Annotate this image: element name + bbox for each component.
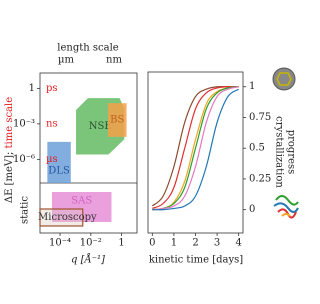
x-tick-label: 3 <box>214 238 220 249</box>
y-label-part: time scale <box>4 97 15 149</box>
top-unit: µm <box>58 55 74 66</box>
time-label: ns <box>46 118 58 129</box>
x-tick-label: 10⁻² <box>80 238 102 249</box>
region-label: BS <box>110 115 124 126</box>
y-tick-label: 10⁻³ <box>13 118 35 129</box>
y-tick-label: 1 <box>29 83 35 94</box>
y-tick-label: 0.5 <box>249 143 265 154</box>
region-label: NSE <box>89 121 112 132</box>
x-axis-label: kinetic time [days] <box>149 255 243 266</box>
x-tick-label: 1 <box>118 238 124 249</box>
region-label: SAS <box>71 196 92 207</box>
x-tick-label: 0 <box>149 238 155 249</box>
static-label: static <box>20 196 31 224</box>
region-label: DLS <box>48 166 70 177</box>
x-axis-label: q [Å⁻¹] <box>71 254 105 266</box>
protein-icon <box>273 195 299 219</box>
x-tick-label: 2 <box>192 238 198 249</box>
y-tick-label: 1 <box>249 81 255 92</box>
left-frame <box>39 72 138 234</box>
y-axis-label: crystallization <box>274 116 285 188</box>
region <box>107 103 127 137</box>
y-axis-label: progress <box>286 130 297 175</box>
time-label: µs <box>46 154 58 165</box>
y-axis-label: ΔE [meV]; time scale <box>4 97 15 203</box>
series-line <box>152 88 240 211</box>
y-tick-label: 0 <box>249 204 255 215</box>
static-region <box>39 208 84 227</box>
x-tick-label: 10⁻⁴ <box>49 238 71 249</box>
x-tick-label: 4 <box>235 238 241 249</box>
page: {"chart_data": [ {"type": "region", "x_l… <box>3 42 299 266</box>
series-line <box>152 86 239 211</box>
region-label: Microscopy <box>38 212 97 223</box>
y-tick-label: 10⁻⁶ <box>13 154 35 165</box>
static-region <box>51 192 112 222</box>
crystal-icon <box>272 67 296 91</box>
y-label-part: ΔE [meV]; <box>4 152 15 204</box>
y-tick-label: 0.25 <box>249 173 271 184</box>
series-line <box>152 86 239 209</box>
region <box>47 141 71 183</box>
time-label: ps <box>46 83 58 94</box>
figure: length scale µm nm q [Å⁻¹] ΔE [meV]; tim… <box>4 43 299 266</box>
top-axis-label: length scale <box>57 43 118 54</box>
top-unit: nm <box>106 55 122 66</box>
x-tick-label: 1 <box>171 238 177 249</box>
y-tick-label: 0.75 <box>249 112 271 123</box>
